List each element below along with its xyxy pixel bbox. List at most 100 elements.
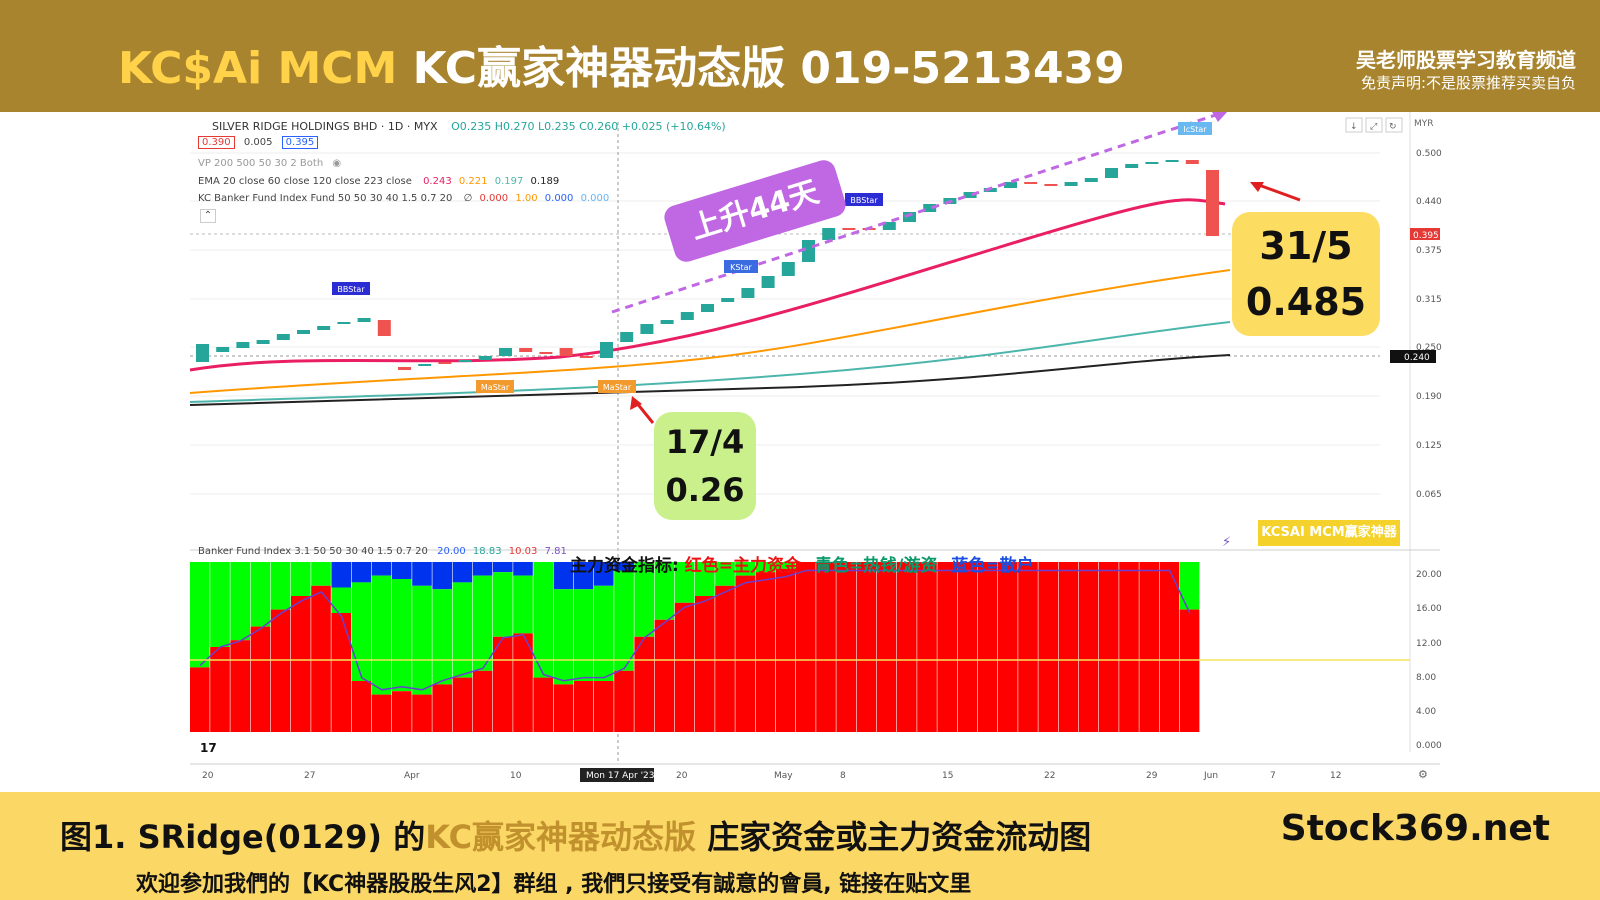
ema-indicator-line[interactable]: EMA 20 close 60 close 120 close 223 clos… [198,176,559,187]
candlesticks [196,160,1219,370]
candle [377,320,391,336]
main-fund-bar [250,626,271,732]
main-fund-bar [412,694,432,732]
main-fund-bar [735,575,755,732]
tradingview-logo-icon: 17 [200,741,217,755]
cursor-price-tag [1390,350,1436,363]
main-fund-bar [594,681,614,732]
fund-legend: 主力资金指标: 红色=主力资金 青色=热钱/游资 蓝色=散户 [570,551,1034,576]
main-fund-bar [553,684,574,732]
signal-bbstar-2 [845,193,883,206]
main-fund-bar [1078,562,1099,732]
site-name[interactable]: Stock369.net [1280,808,1550,849]
spread-value: 0.005 [243,137,273,148]
candle [882,222,896,230]
bottom-banner: 图1. SRidge(0129) 的KC赢家神器动态版 庄家资金或主力资金流动图… [0,792,1600,900]
bid-price[interactable]: 0.390 [198,136,235,149]
candle [1206,170,1219,236]
time-label: 27 [304,771,315,781]
candle [539,352,553,354]
symbol-name[interactable]: SILVER RIDGE HOLDINGS BHD · 1D · MYX [212,120,438,133]
main-fund-bar [957,562,978,732]
indicator-header[interactable]: Banker Fund Index 3.1 50 50 30 40 1.5 0.… [198,546,567,557]
indicator-value-2: 18.83 [472,546,502,557]
download-icon[interactable] [1345,117,1363,133]
legend-retail: 蓝色=散户 [951,556,1034,576]
ema60-line [189,269,1231,394]
currency-label[interactable]: MYR [1414,119,1434,129]
fullscreen-icon[interactable] [1365,117,1383,133]
main-fund-bar [816,562,836,732]
eye-icon[interactable]: ◉ [332,158,342,169]
candle [1185,160,1199,164]
may-pointer-arrowhead [1250,182,1264,192]
kc-value-2: 1.00 [515,193,538,204]
main-fund-bar [937,562,957,732]
collapse-chevron-up-icon[interactable]: ⌃ [200,209,216,223]
signal-icstar-text: IcStar [1183,125,1207,134]
retail-bar [493,562,513,573]
candle [1105,168,1118,178]
legend-prefix: 主力资金指标: [570,556,679,576]
main-fund-bar [371,694,392,732]
main-fund-bar [654,619,675,732]
candle [499,348,512,356]
may-date: 31/5 [1259,224,1353,268]
main-fund-bar [472,670,493,732]
hot-money-bar [351,582,372,681]
kc-label: KC Banker Fund Index Fund 50 50 30 40 1.… [198,193,453,204]
retail-bar [594,562,614,586]
banker-fund-bars [190,562,1200,732]
signal-bbstar-1 [332,282,370,295]
kc-indicator-line[interactable]: KC Banker Fund Index Fund 50 50 30 40 1.… [198,193,609,204]
lightning-icon[interactable]: ⚡ [1222,535,1231,550]
hot-money-bar [472,575,493,671]
chart-controls[interactable]: ↓ ⤢ ↻ MYR [1345,117,1434,133]
hot-money-bar [755,562,776,573]
settings-gear-icon[interactable]: ⚙ [1418,768,1428,781]
candle [236,342,250,348]
bid-ask-row[interactable]: 0.390 0.005 0.395 [198,136,319,149]
candle [741,288,755,298]
main-fund-bar [291,596,311,732]
signal-kstar-text: KStar [730,263,752,272]
time-cursor-label: Mon 17 Apr '23 [586,771,655,781]
indicator-value-1: 20.00 [437,546,466,557]
main-fund-bar [452,677,473,732]
time-label: 20 [676,771,688,781]
retail-bar [371,562,392,576]
indicator-value-3: 10.03 [508,546,538,557]
candle [357,318,371,322]
ema-label: EMA 20 close 60 close 120 close 223 clos… [198,176,412,187]
hot-money-bar [311,562,331,586]
main-fund-bar [917,562,937,732]
retail-bar [432,562,452,590]
main-fund-bar [351,681,372,732]
candle [196,344,209,362]
may-price: 0.485 [1245,280,1367,324]
banner-title-product: KC赢家神器动态版 019-5213439 [412,43,1125,94]
signal-kstar [724,260,758,273]
ema120-value: 0.197 [494,176,524,187]
symbol-line[interactable]: SILVER RIDGE HOLDINGS BHD · 1D · MYX O0.… [212,120,726,133]
price-tick: 0.250 [1416,343,1442,353]
candle [1004,182,1017,188]
time-label: 8 [840,771,846,781]
time-label: Apr [404,771,420,781]
banner-title: KC$Ai MCM KC赢家神器动态版 019-5213439 [118,32,1125,96]
ema60-value: 0.221 [458,176,488,187]
refresh-icon[interactable] [1385,117,1403,133]
main-fund-bar [674,602,695,732]
ask-price[interactable]: 0.395 [281,136,319,149]
time-axis: 20 27 Apr 10 Mon 17 Apr '23 20 May 8 15 … [202,768,1341,782]
main-fund-bar [392,691,412,732]
main-fund-bar [311,585,331,732]
retail-bar [472,562,493,576]
main-fund-bar [1159,562,1180,732]
vp-indicator-line[interactable]: VP 200 500 50 30 2 Both ◉ [198,158,341,169]
indicator-tick: 20.00 [1416,570,1442,580]
main-fund-bar [210,647,230,732]
stock-chart[interactable]: BBStar MaStar MaStar BBStar KStar IcStar… [0,112,1600,792]
price-axis: 0.500 0.440 0.375 0.315 0.250 0.190 0.12… [1416,149,1442,500]
candle [559,348,573,356]
